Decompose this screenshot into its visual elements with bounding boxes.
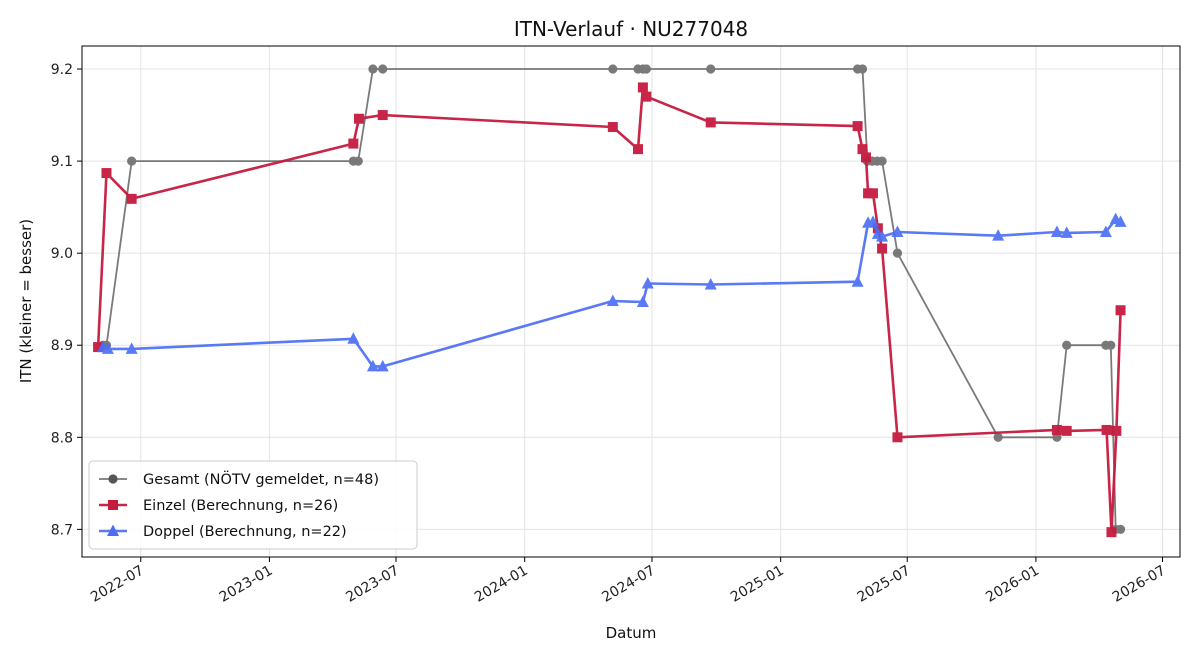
data-point <box>876 230 889 242</box>
data-point <box>377 110 388 121</box>
data-point <box>127 156 137 166</box>
data-point <box>608 64 618 74</box>
data-point <box>632 144 643 155</box>
data-point <box>705 117 716 128</box>
data-point <box>93 342 104 353</box>
y-axis-title: ITN (kleiner = besser) <box>17 219 35 383</box>
data-point <box>857 64 868 74</box>
data-point <box>851 275 864 287</box>
data-point <box>892 248 903 258</box>
y-tick-label: 9.0 <box>51 246 73 262</box>
data-point <box>353 156 363 166</box>
series-line <box>102 217 1122 368</box>
data-point <box>125 342 138 354</box>
data-point <box>1060 226 1073 238</box>
legend-label: Doppel (Berechnung, n=22) <box>143 524 347 540</box>
x-axis-title: Datum <box>606 624 657 642</box>
data-point <box>368 64 378 74</box>
y-tick-label: 8.7 <box>51 522 73 538</box>
data-point <box>641 64 651 74</box>
data-point <box>607 122 618 133</box>
data-point <box>637 82 648 93</box>
legend-swatch-marker <box>108 474 118 484</box>
legend-swatch-marker <box>108 500 118 510</box>
data-point <box>877 243 888 254</box>
data-point <box>348 138 359 149</box>
data-point <box>1052 432 1062 442</box>
data-point <box>347 332 360 344</box>
data-point <box>1062 340 1072 350</box>
legend-box <box>88 460 418 550</box>
legend-swatch-marker <box>107 524 119 536</box>
chart-title: ITN-Verlauf · NU277048 <box>514 17 748 41</box>
data-point <box>641 277 654 289</box>
series-circle <box>98 64 1126 534</box>
y-tick-label: 8.8 <box>51 430 73 446</box>
data-point <box>1050 225 1063 237</box>
legend: Gesamt (NÖTV gemeldet, n=48) Einzel (Bere… <box>88 460 418 550</box>
data-point <box>891 225 904 237</box>
series-layer <box>93 64 1127 538</box>
data-point <box>1101 424 1112 435</box>
data-point <box>993 432 1003 442</box>
data-point <box>852 121 863 132</box>
y-tick-label: 9.1 <box>51 154 73 170</box>
data-point <box>378 64 388 74</box>
data-point <box>101 168 112 179</box>
y-tick-label: 9.2 <box>51 62 73 78</box>
data-point <box>1111 425 1122 436</box>
data-point <box>101 342 114 354</box>
data-point <box>1106 527 1117 538</box>
data-point <box>1099 225 1112 237</box>
series-triangle <box>96 212 1127 372</box>
data-point <box>376 359 389 372</box>
data-point <box>892 432 903 443</box>
data-point <box>126 193 137 204</box>
data-point <box>366 359 379 372</box>
y-tick-label: 8.9 <box>51 338 73 354</box>
data-point <box>704 277 717 290</box>
legend-label: Gesamt (NÖTV gemeldet, n=48) <box>143 470 379 488</box>
data-point <box>877 156 887 166</box>
data-point <box>641 91 652 102</box>
data-point <box>353 113 364 124</box>
data-point <box>857 144 868 155</box>
plot-frame <box>81 45 1181 558</box>
data-point <box>860 152 871 163</box>
data-point <box>1115 524 1126 534</box>
data-point <box>867 188 878 199</box>
data-point <box>1115 305 1126 316</box>
series-square <box>93 82 1126 538</box>
data-point <box>1106 340 1116 350</box>
data-point <box>866 215 879 227</box>
data-point <box>992 229 1005 241</box>
data-point <box>636 295 649 307</box>
data-point <box>706 64 716 74</box>
data-point <box>1051 424 1062 435</box>
data-point <box>1061 425 1072 436</box>
legend-label: Einzel (Berechnung, n=26) <box>143 498 338 514</box>
data-point <box>606 294 619 307</box>
data-point <box>1114 215 1127 227</box>
